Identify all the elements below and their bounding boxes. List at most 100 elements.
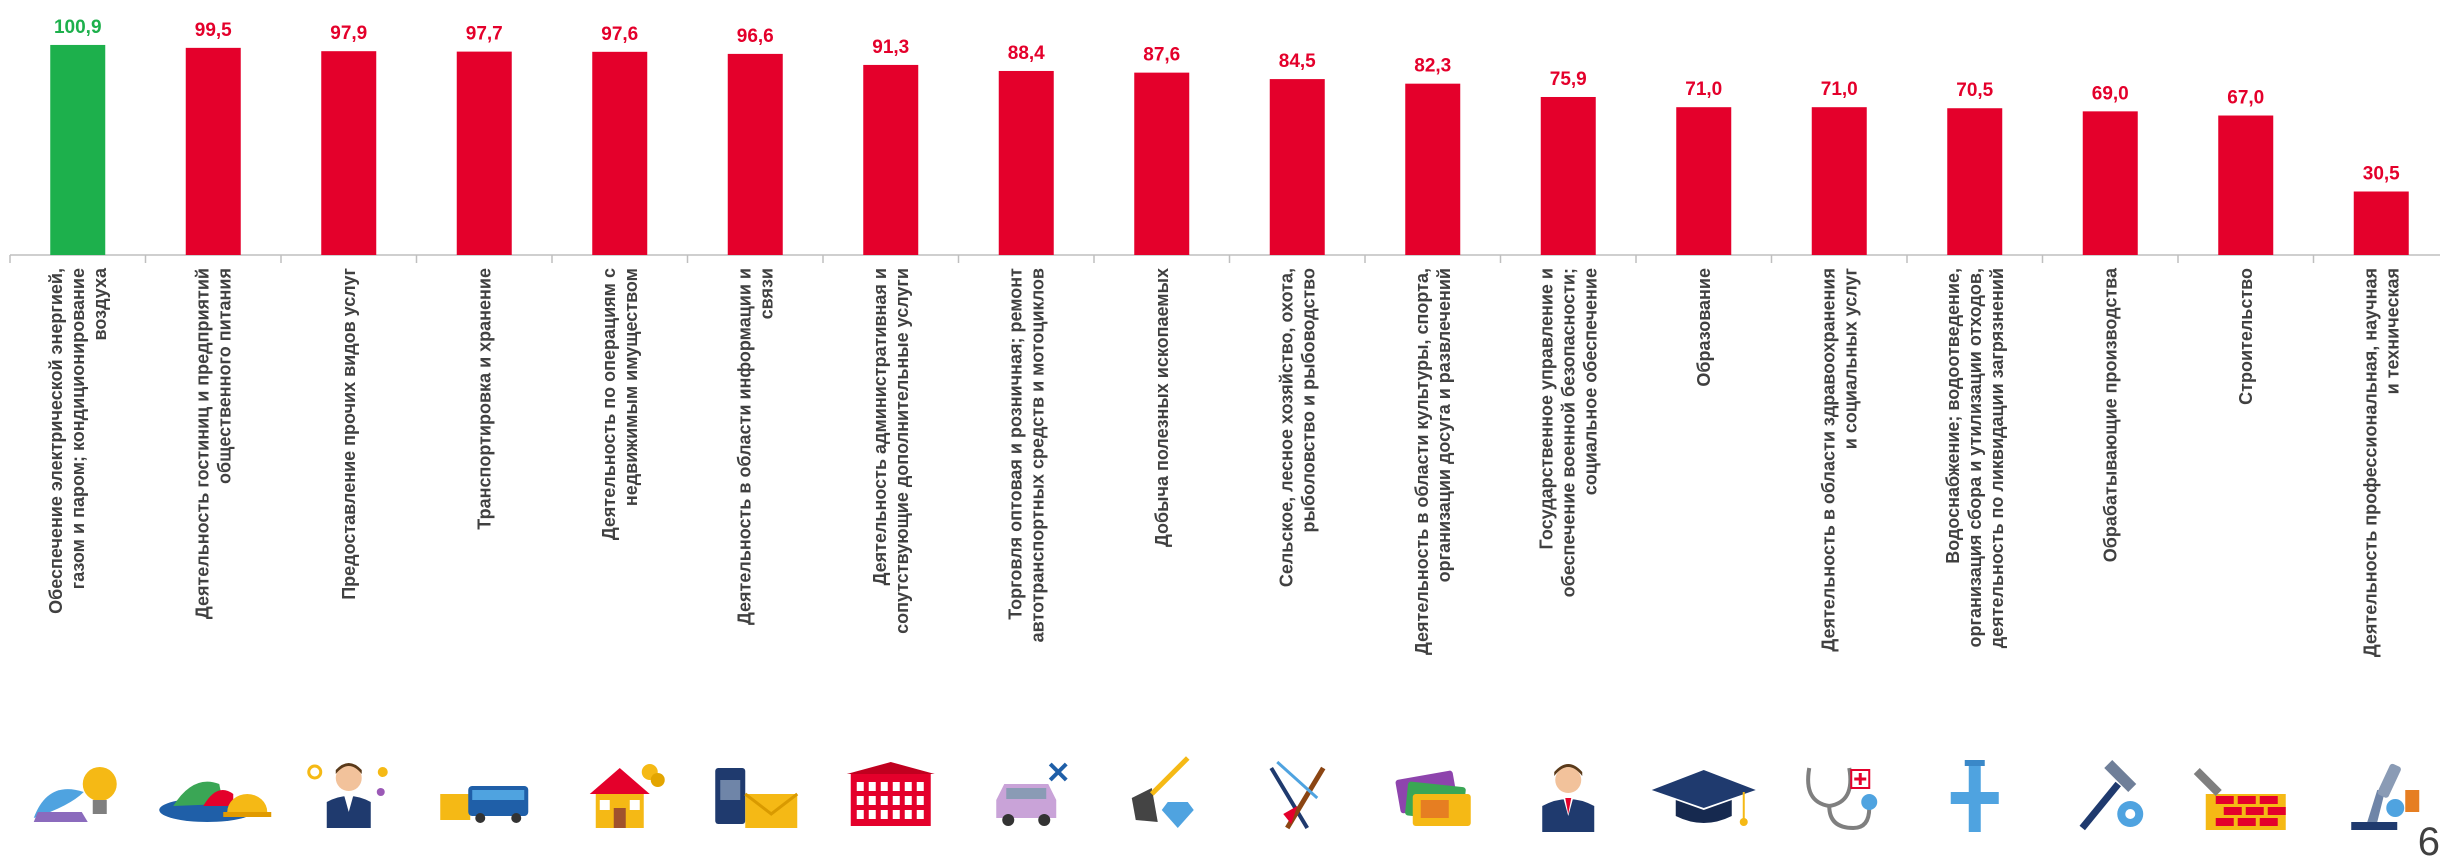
bar: [185, 47, 241, 255]
tick-label-line: воздуха: [90, 267, 110, 340]
category-icons: [33, 756, 2420, 832]
category-labels: Обеспечение электрической энергией, газом…: [46, 267, 2403, 657]
tick-label-line: Деятельность в области культуры, спорта,: [1412, 268, 1432, 655]
data-label: 71,0: [1821, 79, 1858, 100]
microscope-icon: [2351, 763, 2420, 830]
tick-label-line: рыболовство и рыбоводство: [1298, 268, 1318, 532]
water-pipe-icon: [1950, 760, 1999, 832]
tick-label: Торговля оптовая и розничная; ремонт авто…: [1005, 268, 1047, 643]
data-label: 69,0: [2092, 83, 2129, 104]
tickets-icon: [1395, 770, 1471, 826]
tick-label-line: социальное обеспечение: [1580, 268, 1600, 495]
category-separators: [9, 255, 2315, 263]
data-label: 96,6: [737, 26, 774, 47]
tick-label: Водоснабжение; водоотведение, организация…: [1943, 268, 2007, 648]
fishing-tools-icon: [1269, 760, 1326, 830]
bar: [50, 44, 106, 255]
tick-label: Деятельность в области информации и связи: [734, 268, 776, 625]
tick-label: Строительство: [2236, 268, 2256, 405]
graduation-cap-icon: [1651, 770, 1756, 826]
tick-label-line: Предоставление прочих видов услуг: [339, 268, 359, 600]
tick-label-line: Водоснабжение; водоотведение,: [1943, 268, 1963, 564]
tick-label: Деятельность в области культуры, спорта,…: [1412, 268, 1454, 655]
lightbulb-icon: [33, 767, 117, 822]
tick-label: Сельское, лесное хозяйство, охота, рыболо…: [1276, 268, 1318, 587]
bar: [456, 51, 512, 255]
tick-label-line: организации досуга и развлечений: [1434, 268, 1454, 582]
tick-label-line: общественного питания: [214, 268, 234, 484]
bar: [1811, 107, 1867, 255]
official-person-icon: [1542, 764, 1595, 832]
tick-label-line: деятельность по ликвидации загрязнений: [1987, 268, 2007, 648]
tick-label-line: Строительство: [2236, 268, 2256, 405]
brick-wall-icon: [2193, 768, 2286, 830]
tick-label-line: и социальных услуг: [1840, 267, 1860, 449]
tick-label-line: Обрабатывающие производства: [2100, 267, 2120, 562]
tick-label-line: Образование: [1694, 268, 1714, 387]
tick-label-line: Государственное управление и: [1536, 268, 1556, 549]
phone-mail-icon: [715, 768, 799, 828]
tick-label-line: сопутствующие дополнительные услуги: [892, 268, 912, 634]
tick-label: Транспортировка и хранение: [474, 268, 494, 530]
data-label: 71,0: [1685, 79, 1722, 100]
tick-label-line: недвижимым имуществом: [621, 268, 641, 506]
data-label: 30,5: [2363, 164, 2400, 185]
data-label: 97,7: [466, 24, 503, 45]
tick-label-line: Добыча полезных ископаемых: [1152, 268, 1172, 547]
tick-label: Обеспечение электрической энергией, газом…: [46, 267, 110, 614]
house-icon: [589, 764, 665, 828]
data-label: 82,3: [1414, 56, 1451, 77]
tick-label: Добыча полезных ископаемых: [1152, 268, 1172, 547]
bar: [1947, 108, 2003, 256]
bars: [50, 44, 2409, 256]
data-label: 67,0: [2227, 88, 2264, 109]
tick-label-line: Деятельность в области здравоохранения: [1818, 268, 1838, 652]
office-building-icon: [846, 762, 935, 826]
bar: [592, 51, 648, 255]
tick-label-line: автотранспортных средств и мотоциклов: [1027, 268, 1047, 642]
tick-label: Деятельность административная и сопутству…: [870, 268, 912, 634]
bar: [2082, 111, 2138, 255]
data-label: 88,4: [1008, 43, 1045, 64]
data-label: 97,6: [601, 24, 638, 45]
car-repair-icon: [996, 762, 1068, 826]
tick-label-line: Транспортировка и хранение: [474, 268, 494, 530]
tick-label-line: Торговля оптовая и розничная; ремонт: [1005, 268, 1025, 620]
data-label: 91,3: [872, 37, 909, 58]
data-label: 99,5: [195, 20, 232, 41]
hammer-gear-icon: [2079, 760, 2144, 831]
food-platter-icon: [159, 781, 272, 822]
tick-label: Деятельность гостиниц и предприятий общес…: [192, 268, 234, 619]
bar: [321, 51, 377, 255]
bar: [2218, 115, 2274, 255]
bar: [1676, 107, 1732, 255]
tick-label-line: Деятельность гостиниц и предприятий: [192, 268, 212, 619]
tick-label: Деятельность в области здравоохранения и …: [1818, 267, 1860, 651]
bar: [727, 53, 783, 255]
bar: [998, 70, 1054, 255]
tick-label-line: Деятельность административная и: [870, 268, 890, 585]
bar: [863, 64, 919, 256]
shovel-gem-icon: [1131, 756, 1194, 828]
tick-label-line: связи: [756, 268, 776, 319]
tick-label-line: газом и паром; кондиционирование: [68, 268, 88, 589]
bar: [1540, 96, 1596, 256]
tick-label: Деятельность по операциям с недвижимым им…: [599, 268, 641, 540]
bar: [2353, 191, 2409, 255]
tick-label-line: Сельское, лесное хозяйство, охота,: [1276, 268, 1296, 587]
value-labels: 100,9 99,5 97,9 97,7 97,6 96,6 91,3 88,4 87,6 84,…: [54, 17, 2400, 185]
tick-label-line: организация сбора и утилизации отходов,: [1965, 268, 1985, 647]
bar: [1134, 72, 1190, 256]
tick-label: Образование: [1694, 268, 1714, 387]
tick-label-line: Деятельность в области информации и: [734, 268, 754, 625]
data-label: 97,9: [330, 23, 367, 44]
tick-label-line: Обеспечение электрической энергией,: [46, 268, 66, 614]
tick-label: Деятельность профессиональная, научная и …: [2360, 268, 2402, 657]
data-label: 84,5: [1279, 51, 1316, 72]
tick-label-line: и техническая: [2382, 268, 2402, 394]
tick-label: Государственное управление и обеспечение …: [1536, 268, 1600, 597]
data-label: 75,9: [1550, 69, 1587, 90]
service-worker-icon: [307, 763, 388, 828]
bus-icon: [440, 786, 529, 823]
